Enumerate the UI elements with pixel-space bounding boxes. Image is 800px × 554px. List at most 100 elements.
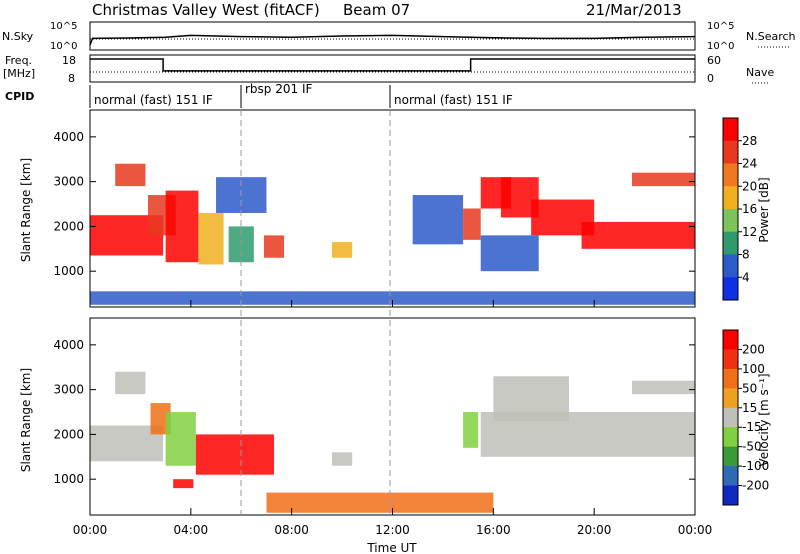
scatter-blob-7 (463, 412, 479, 448)
scatter-blob-1 (115, 371, 146, 395)
cpid-mode-1: normal (fast) 151 IF (94, 93, 213, 107)
scatter-blob-5 (173, 479, 194, 489)
cpid-label: CPID (5, 90, 34, 103)
date-label: 21/Mar/2013 (586, 1, 682, 19)
colorbar-label-4: 12 (742, 225, 757, 239)
scatter-blob-9 (493, 376, 569, 421)
colorbar-label-6: -100 (742, 459, 769, 473)
colorbar-label-0: 200 (742, 342, 765, 356)
colorbar-swatch-7 (723, 466, 738, 487)
colorbar-label-3: 16 (742, 202, 757, 216)
ytick-label-2: 2000 (53, 219, 84, 233)
colorbar-swatch-1 (723, 349, 738, 370)
power-colorbar-title: Power [dB] (757, 177, 771, 242)
noise-right-tick-top: 10^5 (707, 21, 734, 32)
scatter-blob-4 (195, 434, 275, 475)
power-heatmap (90, 163, 695, 305)
nave-label: Nave (746, 66, 774, 79)
ytick-label-3: 1000 (53, 472, 84, 486)
noise-right-label: N.Search (746, 30, 796, 43)
power-ylabel: Slant Range [km] (19, 158, 33, 262)
ytick-label-1: 3000 (53, 383, 84, 397)
colorbar-label-7: -200 (742, 479, 769, 493)
x-axis-title: Time UT (366, 541, 417, 554)
xtick-label-1: 04:00 (174, 523, 209, 537)
colorbar-swatch-7 (723, 277, 738, 301)
velocity-heatmap (90, 371, 695, 513)
cpid-mode-2: rbsp 201 IF (245, 82, 312, 96)
noise-right-tick-bottom: 10^0 (707, 41, 734, 52)
colorbar-frame (722, 329, 739, 506)
velocity-colorbar-title: Velocity [m s⁻¹] (757, 373, 771, 466)
power-yaxis: 4000 3000 2000 1000 (53, 130, 695, 278)
scatter-blob-11 (266, 492, 494, 513)
colorbar-swatch-0 (723, 330, 738, 350)
xtick-label-5: 20:00 (577, 523, 612, 537)
scatter-blob-4 (198, 212, 224, 265)
colorbar-label-6: 4 (742, 270, 750, 284)
scatter-blob-8 (332, 242, 353, 258)
colorbar-label-0: 28 (742, 134, 757, 148)
noise-left-tick-bottom: 10^0 (50, 41, 77, 52)
colorbar-swatch-6 (723, 254, 738, 278)
colorbar-swatch-3 (723, 388, 738, 409)
colorbar-label-1: 24 (742, 157, 757, 171)
colorbar-swatch-0 (723, 118, 738, 142)
ytick-label-0: 4000 (53, 338, 84, 352)
scatter-blob-3 (165, 412, 196, 466)
scatter-blob-16 (631, 172, 695, 187)
colorbar-swatch-5 (723, 231, 738, 255)
xtick-label-6: 00:00 (678, 523, 713, 537)
colorbar-label-2: 50 (742, 381, 757, 395)
colorbar-swatch-3 (723, 186, 738, 210)
frequency-series-line (90, 58, 695, 72)
ytick-label-1: 3000 (53, 175, 84, 189)
noise-panel-frame (89, 21, 696, 51)
scatter-blob-3 (165, 190, 199, 263)
colorbar-swatch-8 (723, 485, 738, 506)
scatter-blob-15 (480, 235, 539, 272)
noise-left-tick-top: 10^5 (50, 21, 77, 32)
power-colorbar: 28 24 20 16 12 8 4 (722, 117, 757, 301)
colorbar-swatch-2 (723, 163, 738, 187)
scatter-blob-10 (631, 380, 695, 395)
scatter-blob-9 (412, 195, 464, 245)
colorbar-swatch-5 (723, 427, 738, 448)
beam-label: Beam 07 (343, 1, 410, 19)
colorbar-label-1: 100 (742, 362, 765, 376)
freq-label: Freq. (5, 54, 32, 67)
station-title: Christmas Valley West (fitACF) (92, 1, 320, 19)
colorbar-label-3: 15 (742, 401, 757, 415)
scatter-blob-10 (463, 208, 481, 240)
xtick-label-0: 00:00 (73, 523, 108, 537)
colorbar-swatch-4 (723, 407, 738, 428)
colorbar-swatch-6 (723, 446, 738, 467)
scatter-blob-1 (115, 163, 146, 187)
xtick-label-4: 16:00 (476, 523, 511, 537)
scatter-blob-14 (581, 221, 695, 249)
noise-left-label: N.Sky (2, 30, 34, 43)
scatter-blob-6 (332, 452, 353, 466)
time-axis: 00:00 04:00 08:00 12:00 16:00 20:00 00:00 (73, 300, 713, 537)
nave-tick-top: 60 (707, 54, 721, 67)
freq-tick-top: 18 (62, 54, 76, 67)
colorbar-label-5: 8 (742, 248, 750, 262)
freq-tick-bottom: 8 (68, 72, 75, 85)
colorbar-label-2: 20 (742, 179, 757, 193)
colorbar-label-5: -50 (742, 440, 762, 454)
ytick-label-2: 2000 (53, 427, 84, 441)
scatter-blob-6 (263, 235, 285, 258)
velocity-yaxis: 4000 3000 2000 1000 (53, 338, 695, 486)
velocity-colorbar: 200 100 50 15 -15 -50 -100 -200 (722, 329, 769, 506)
noise-series-line (89, 34, 696, 46)
cpid-mode-3: normal (fast) 151 IF (394, 93, 513, 107)
freq-panel-frame (89, 54, 696, 83)
colorbar-swatch-1 (723, 140, 738, 164)
freq-unit-label: [MHz] (3, 67, 35, 80)
ytick-label-0: 4000 (53, 130, 84, 144)
velocity-ylabel: Slant Range [km] (19, 368, 33, 472)
colorbar-swatch-4 (723, 209, 738, 233)
xtick-label-2: 08:00 (274, 523, 309, 537)
nave-tick-bottom: 0 (707, 72, 714, 85)
